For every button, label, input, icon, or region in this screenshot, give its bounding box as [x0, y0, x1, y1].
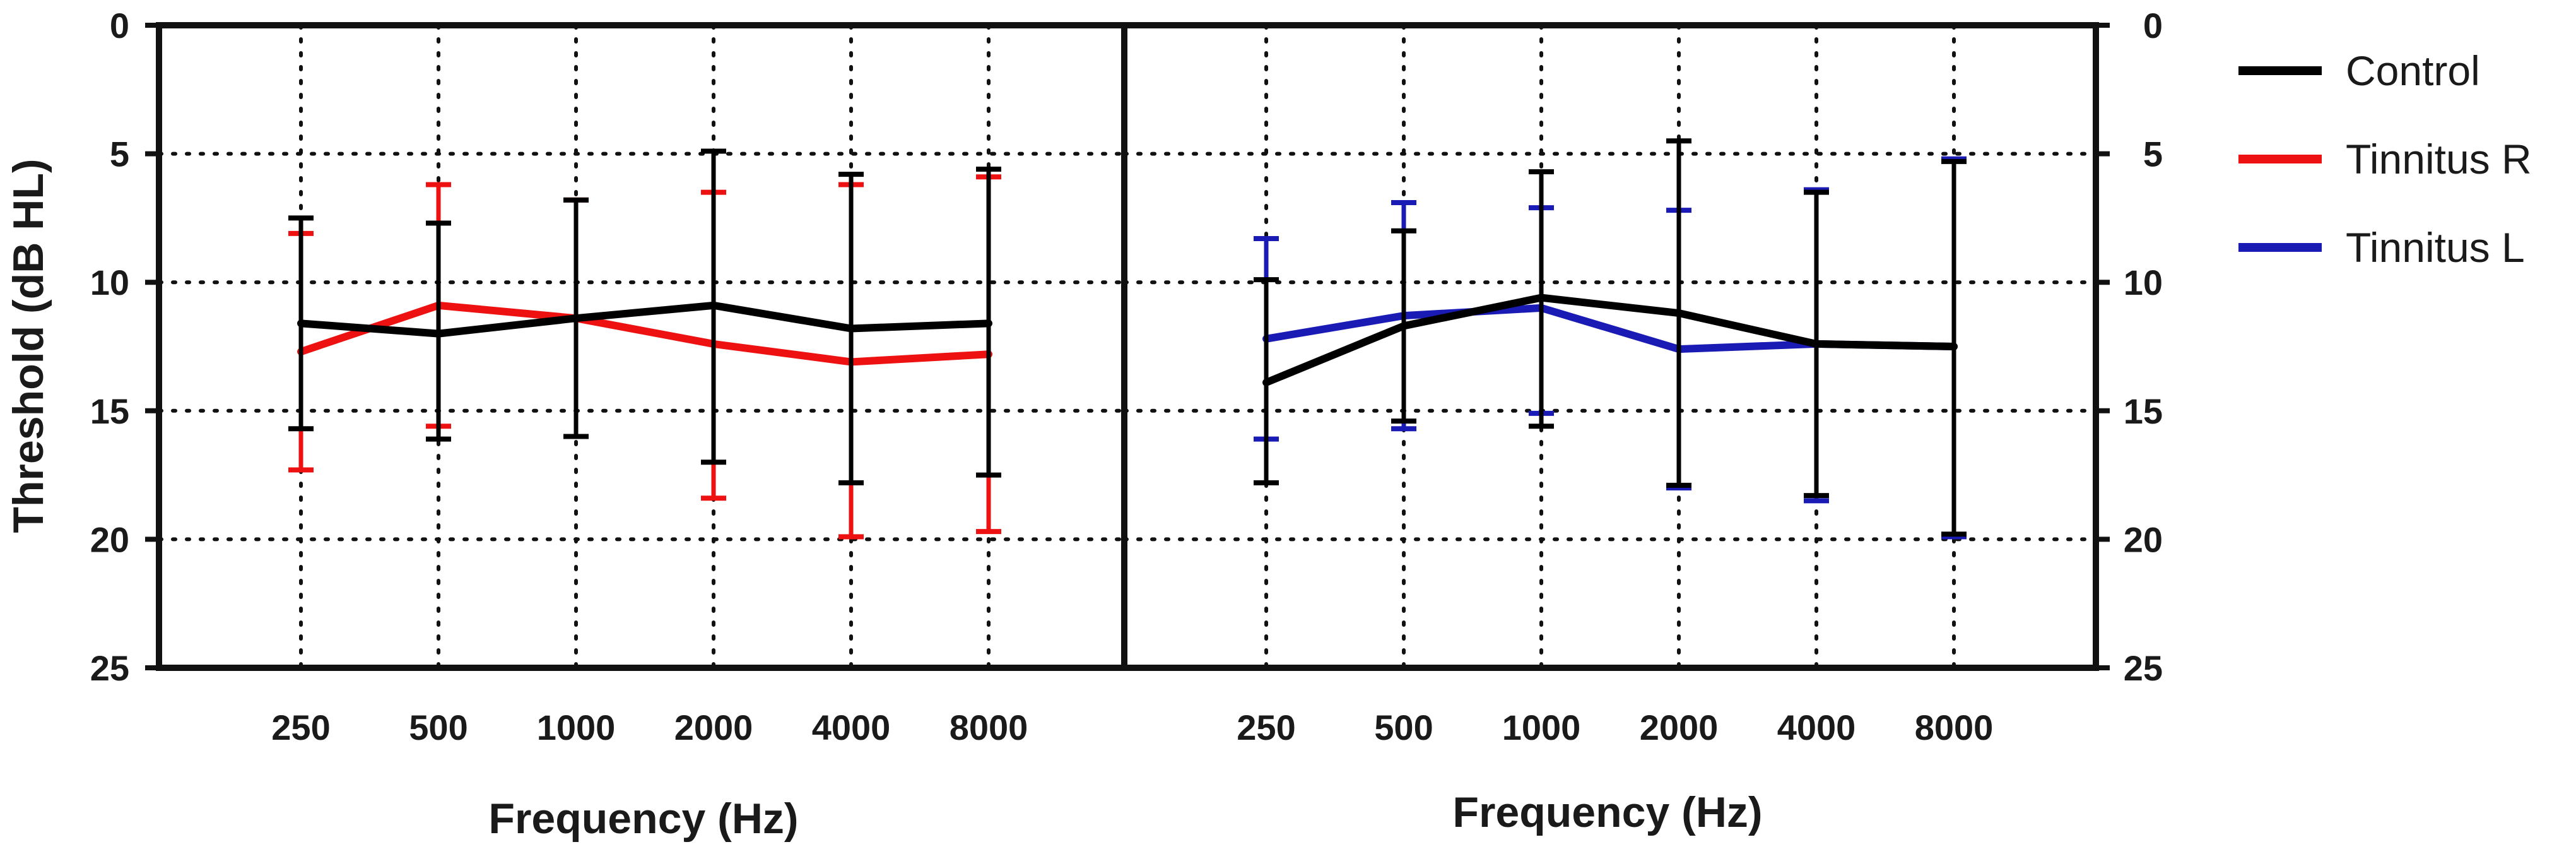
- x-tick-label-left-1000: 1000: [537, 708, 616, 747]
- y-tick-label-left-0: 0: [110, 6, 129, 45]
- y-tick-label-right-15: 15: [2124, 391, 2163, 431]
- x-axis-title-left: Frequency (Hz): [488, 795, 798, 843]
- x-tick-label-left-500: 500: [409, 708, 468, 747]
- plot-frame: [145, 22, 2110, 671]
- x-axis-title-right: Frequency (Hz): [1452, 788, 1762, 836]
- x-tick-label-right-4000: 4000: [1777, 708, 1856, 747]
- x-tick-label-right-8000: 8000: [1915, 708, 1994, 747]
- y-tick-label-right-25: 25: [2124, 648, 2163, 688]
- x-tick-label-right-500: 500: [1374, 708, 1433, 747]
- y-tick-label-right-20: 20: [2124, 519, 2163, 559]
- x-tick-label-left-4000: 4000: [812, 708, 891, 747]
- y-tick-label-right-5: 5: [2143, 134, 2163, 174]
- series-line-right-control: [1262, 294, 1958, 387]
- tick-labels: 0 0 5 5 10 10 15 15 20 20 25 25 250 500 1000 2000 4000 80…: [90, 6, 2163, 747]
- x-tick-label-right-2000: 2000: [1640, 708, 1719, 747]
- x-tick-label-right-250: 250: [1237, 708, 1295, 747]
- y-tick-label-left-10: 10: [90, 263, 129, 302]
- legend-label-tinnitus-l: Tinnitus L: [2346, 224, 2525, 271]
- x-tick-label-right-1000: 1000: [1502, 708, 1581, 747]
- series-layer: [288, 138, 1967, 540]
- series-line-left-control: [297, 301, 992, 338]
- y-tick-label-left-25: 25: [90, 648, 129, 688]
- y-tick-label-left-5: 5: [110, 134, 129, 174]
- x-tick-label-left-250: 250: [271, 708, 330, 747]
- y-tick-label-right-10: 10: [2124, 263, 2163, 302]
- legend: Control Tinnitus R Tinnitus L: [2238, 47, 2532, 271]
- y-axis-title: Threshold (dB HL): [4, 158, 52, 533]
- legend-label-tinnitus-r: Tinnitus R: [2346, 136, 2532, 182]
- series-line-left-tinnitus-r: [297, 301, 992, 366]
- legend-label-control: Control: [2346, 47, 2480, 94]
- x-tick-label-left-8000: 8000: [950, 708, 1028, 747]
- y-tick-label-left-15: 15: [90, 391, 129, 431]
- y-tick-label-left-20: 20: [90, 519, 129, 559]
- x-tick-label-left-2000: 2000: [674, 708, 753, 747]
- y-tick-label-right-0: 0: [2143, 6, 2163, 45]
